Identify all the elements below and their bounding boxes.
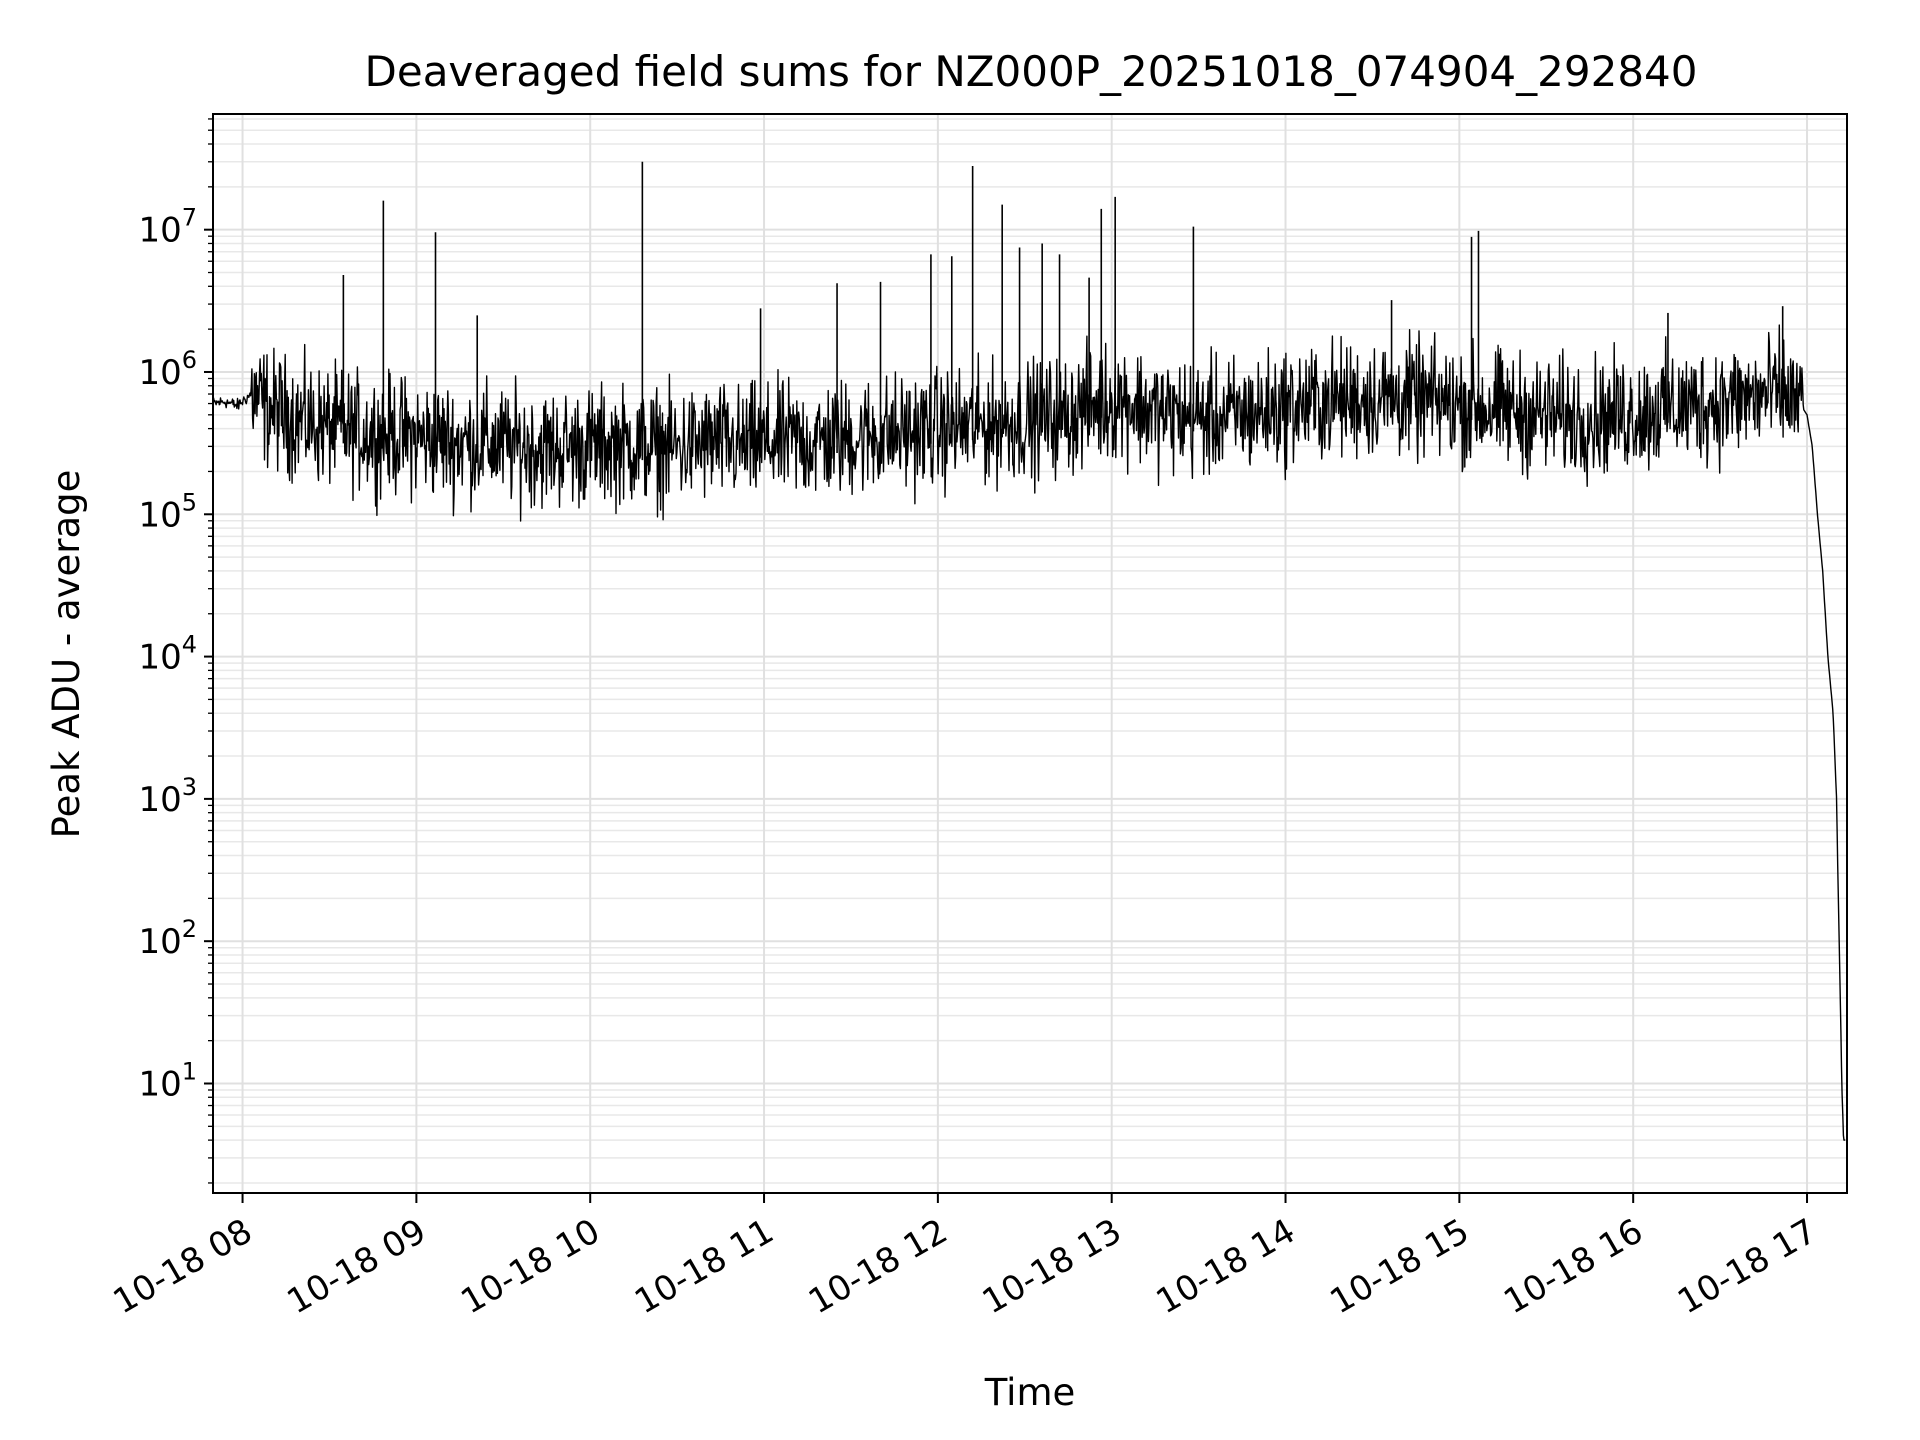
y-tick-exponent: 3 xyxy=(182,773,197,801)
y-minor-gridlines xyxy=(213,118,1847,1184)
y-tick-base: 10 xyxy=(138,211,181,251)
plot-area xyxy=(213,114,1847,1193)
chart-title: Deaveraged field sums for NZ000P_2025101… xyxy=(365,47,1698,96)
y-tick-exponent: 7 xyxy=(182,204,197,232)
y-tick-base: 10 xyxy=(138,1064,181,1104)
plot-frame xyxy=(212,113,1848,1194)
y-tick-label: 105 xyxy=(138,488,197,535)
y-tick-exponent: 6 xyxy=(182,346,197,374)
y-tick-exponent: 5 xyxy=(182,488,197,516)
x-axis-label: Time xyxy=(984,1371,1076,1414)
y-tick-exponent: 4 xyxy=(182,631,197,659)
y-tick-base: 10 xyxy=(138,353,181,393)
y-tick-base: 10 xyxy=(138,922,181,962)
y-tick-base: 10 xyxy=(138,780,181,820)
y-tick-label: 106 xyxy=(138,346,197,393)
y-tick-exponent: 1 xyxy=(182,1057,197,1085)
data-series-layer xyxy=(212,161,1846,1141)
y-tick-label: 104 xyxy=(138,631,197,678)
y-tick-exponent: 2 xyxy=(182,915,197,943)
series-line xyxy=(212,324,1846,1141)
y-tick-base: 10 xyxy=(138,638,181,678)
y-axis-label: Peak ADU - average xyxy=(45,470,88,839)
y-tick-label: 107 xyxy=(138,204,197,251)
y-tick-label: 102 xyxy=(138,915,197,962)
y-tick-base: 10 xyxy=(138,495,181,535)
y-tick-label: 103 xyxy=(138,773,197,820)
x-gridlines xyxy=(241,114,1809,1193)
y-tick-label: 101 xyxy=(138,1057,197,1104)
y-major-gridlines xyxy=(213,228,1847,1085)
